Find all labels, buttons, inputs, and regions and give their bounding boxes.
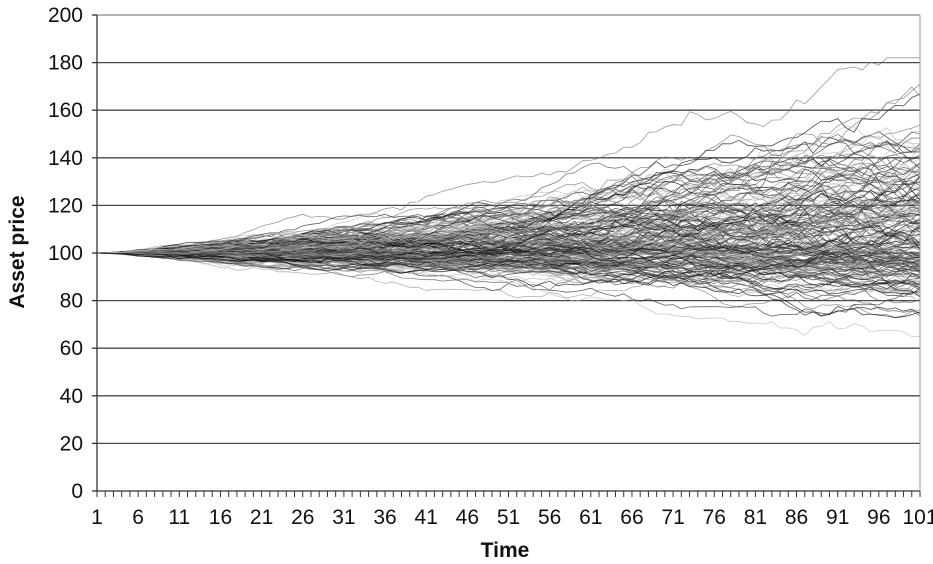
y-tick-label: 200 — [48, 4, 83, 27]
y-tick-label: 60 — [60, 337, 83, 360]
price-path — [96, 252, 921, 298]
y-tick-label: 80 — [60, 290, 83, 313]
x-tick-label: 16 — [209, 506, 232, 529]
y-tick-labels: 0 20 40 60 80 100 120 140 160 180 200 — [48, 4, 83, 503]
x-tick-label: 6 — [132, 506, 144, 529]
price-path — [97, 57, 920, 254]
price-path — [96, 220, 921, 256]
price-path — [96, 241, 921, 297]
x-tick-label: 71 — [661, 506, 684, 529]
x-tick-labels: 1 6 11 16 21 26 31 36 41 46 51 56 61 66 71 76 81 86 91 96 10… — [91, 506, 933, 529]
y-tick-label: 20 — [60, 432, 83, 455]
x-tick-label: 96 — [867, 506, 890, 529]
x-tick-label: 76 — [703, 506, 726, 529]
y-tick-label: 160 — [48, 99, 83, 122]
x-tick-label: 101 — [902, 506, 933, 529]
y-tick-label: 40 — [60, 385, 83, 408]
price-path — [96, 181, 921, 262]
x-tick-label: 56 — [538, 506, 561, 529]
price-path — [96, 228, 921, 267]
x-tick-label: 61 — [579, 506, 602, 529]
x-tick-label: 66 — [620, 506, 643, 529]
price-path — [96, 252, 921, 296]
y-tick-label: 180 — [48, 52, 83, 75]
price-path — [96, 232, 921, 266]
x-tick-label: 11 — [168, 506, 190, 529]
x-tick-label: 26 — [291, 506, 314, 529]
price-path — [96, 201, 921, 255]
x-tick-label: 21 — [250, 506, 273, 529]
price-path — [96, 252, 921, 299]
x-tick-label: 36 — [373, 506, 396, 529]
y-tick-label: 140 — [48, 147, 83, 170]
x-axis-title: Time — [481, 539, 530, 562]
axes — [92, 14, 921, 497]
y-tick-label: 120 — [48, 194, 83, 217]
x-tick-label: 1 — [91, 506, 103, 529]
price-path — [96, 248, 921, 276]
x-tick-label: 81 — [744, 506, 767, 529]
y-tick-label: 100 — [48, 242, 83, 265]
price-paths — [96, 57, 921, 338]
price-path — [96, 166, 921, 254]
price-path — [97, 167, 921, 256]
x-tick-label: 91 — [826, 506, 849, 529]
y-axis-title: Asset price — [6, 195, 29, 308]
price-path — [96, 252, 921, 303]
price-path — [97, 250, 921, 286]
price-path — [96, 248, 921, 276]
price-path — [96, 252, 921, 281]
x-tick-label: 86 — [785, 506, 808, 529]
price-path — [97, 141, 921, 255]
x-tick-label: 51 — [497, 506, 520, 529]
x-tick-label: 41 — [415, 506, 438, 529]
x-tick-label: 31 — [332, 506, 355, 529]
y-tick-label: 0 — [71, 480, 83, 503]
price-path — [96, 156, 921, 254]
x-tick-label: 46 — [456, 506, 479, 529]
price-path — [96, 190, 921, 255]
